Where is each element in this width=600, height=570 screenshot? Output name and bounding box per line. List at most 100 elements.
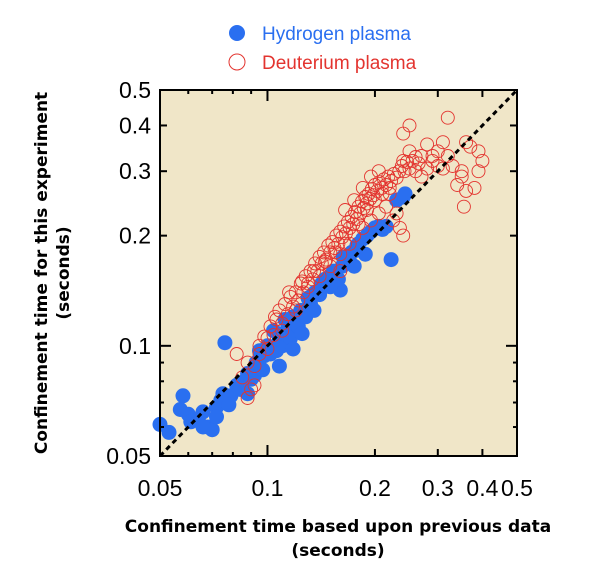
- deuterium-point-130: [288, 303, 303, 318]
- hydrogen-point-82: [312, 287, 328, 303]
- deuterium-point-115: [268, 309, 282, 324]
- deuterium-point-76: [420, 161, 435, 176]
- x-tick-label: 0.2: [359, 475, 391, 501]
- hydrogen-point-1: [161, 424, 177, 440]
- hydrogen-point-14: [217, 335, 233, 351]
- y-tick-label: 0.05: [106, 443, 151, 469]
- deuterium-point-82: [463, 139, 478, 154]
- deuterium-point-84: [475, 153, 490, 168]
- deuterium-point-102: [396, 228, 411, 243]
- deuterium-point-83: [471, 144, 486, 159]
- deuterium-point-56: [366, 188, 381, 203]
- y-tick-label: 0.1: [119, 333, 151, 359]
- tick-labels: 0.05 0.1 0.2 0.3 0.4 0.50.050.10.20.30.40.5: [106, 77, 533, 501]
- deuterium-point-94: [402, 118, 417, 133]
- deuterium-point-86: [435, 135, 450, 150]
- deuterium-point-85: [459, 135, 474, 150]
- y-axis-title: Confinement time for this experiment: [32, 92, 52, 454]
- hydrogen-point-78: [271, 358, 287, 374]
- deuterium-point-32: [323, 245, 338, 260]
- y-tick-label: 0.3: [119, 158, 151, 184]
- hydrogen-point-81: [195, 419, 211, 435]
- legend-marker-deuterium: [228, 53, 246, 71]
- hydrogen-point-75: [306, 302, 322, 318]
- deuterium-point-127: [312, 269, 327, 284]
- deuterium-point-7: [260, 342, 275, 356]
- hydrogen-point-86: [357, 246, 373, 262]
- deuterium-point-126: [333, 264, 348, 279]
- deuterium-point-78: [430, 144, 445, 159]
- y-tick-label: 0.4: [119, 112, 151, 138]
- hydrogen-point-11: [209, 409, 224, 425]
- deuterium-point-44: [346, 217, 361, 232]
- deuterium-point-30: [319, 252, 334, 267]
- deuterium-point-36: [331, 236, 346, 251]
- hydrogen-point-25: [255, 362, 271, 378]
- deuterium-point-4: [247, 359, 262, 374]
- hydrogen-point-80: [221, 397, 237, 413]
- deuterium-point-121: [351, 217, 366, 232]
- hydrogen-point-76: [285, 341, 301, 357]
- y-tick-label: 0.2: [119, 223, 151, 249]
- deuterium-point-3: [244, 382, 259, 397]
- deuterium-point-39: [337, 219, 352, 234]
- deuterium-point-20: [296, 285, 311, 300]
- deuterium-point-0: [229, 347, 244, 361]
- deuterium-point-114: [282, 285, 297, 300]
- deuterium-point-140: [414, 169, 429, 184]
- deuterium-point-100: [389, 206, 404, 221]
- deuterium-point-107: [355, 220, 370, 235]
- deuterium-point-96: [459, 183, 474, 198]
- deuterium-point-116: [252, 347, 267, 361]
- deuterium-point-29: [317, 245, 331, 260]
- deuterium-point-5: [252, 338, 267, 353]
- deuterium-point-131: [275, 323, 290, 338]
- series-1: [229, 110, 490, 405]
- deuterium-point-23: [303, 264, 318, 279]
- x-tick-label: 0.5: [501, 475, 533, 501]
- deuterium-point-117: [247, 378, 262, 393]
- deuterium-point-54: [363, 191, 378, 206]
- deuterium-point-135: [371, 164, 386, 179]
- deuterium-point-133: [355, 180, 370, 195]
- deuterium-point-35: [329, 228, 344, 243]
- hydrogen-point-72: [397, 186, 413, 202]
- deuterium-point-120: [333, 247, 348, 262]
- hydrogen-point-69: [383, 252, 399, 268]
- deuterium-point-129: [323, 259, 338, 274]
- deuterium-point-24: [305, 272, 320, 287]
- hydrogen-point-3: [175, 388, 191, 404]
- deuterium-point-103: [386, 213, 401, 228]
- deuterium-point-21: [298, 269, 313, 284]
- deuterium-point-74: [411, 156, 426, 171]
- hydrogen-point-74: [330, 271, 346, 287]
- deuterium-point-91: [402, 144, 417, 159]
- deuterium-point-50: [356, 201, 371, 215]
- deuterium-point-98: [471, 164, 486, 179]
- x-tick-label: 0.3: [422, 475, 454, 501]
- deuterium-point-62: [379, 178, 394, 192]
- deuterium-point-37: [333, 224, 348, 239]
- deuterium-point-138: [396, 153, 411, 168]
- deuterium-point-128: [301, 279, 316, 294]
- x-tick-label: 0.4: [466, 475, 498, 501]
- deuterium-point-95: [467, 180, 482, 195]
- plot-content: [152, 88, 519, 458]
- deuterium-point-136: [347, 193, 362, 208]
- deuterium-point-88: [456, 199, 471, 214]
- axes: [159, 89, 518, 457]
- x-tick-label: 0.1: [251, 475, 283, 501]
- deuterium-point-124: [375, 186, 390, 201]
- hydrogen-point-77: [294, 326, 310, 342]
- legend-label-deuterium: Deuterium plasma: [262, 53, 417, 74]
- deuterium-point-92: [420, 137, 435, 152]
- deuterium-point-72: [405, 153, 420, 168]
- x-axis-title: Confinement time based upon previous dat…: [125, 517, 551, 537]
- deuterium-point-137: [338, 203, 353, 217]
- y-tick-label: 0.5: [119, 77, 151, 103]
- deuterium-point-97: [454, 169, 469, 184]
- legend-label-hydrogen: Hydrogen plasma: [262, 24, 411, 45]
- deuterium-point-81: [454, 164, 469, 179]
- deuterium-point-112: [307, 264, 321, 279]
- deuterium-point-111: [318, 254, 333, 269]
